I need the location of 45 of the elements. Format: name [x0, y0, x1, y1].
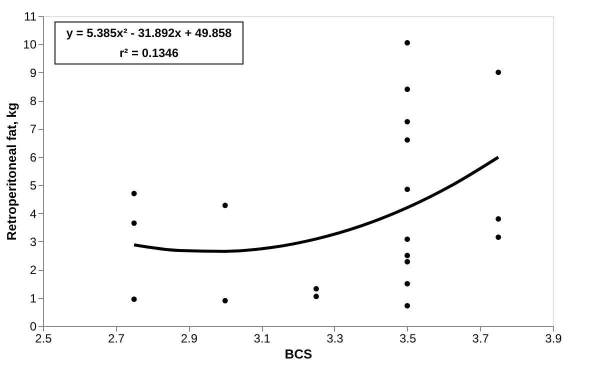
annotation: r² = 0.1346: [119, 46, 179, 60]
x-tick-label: 3.1: [254, 332, 271, 346]
x-tick-label: 3.3: [326, 332, 344, 346]
y-tick-label: 2: [30, 263, 37, 278]
x-tick-label: 2.7: [108, 332, 126, 346]
y-tick-label: 3: [30, 234, 37, 249]
y-tick-label: 9: [30, 66, 37, 80]
y-tick-label: 8: [30, 94, 37, 108]
annotation: y = 5.385x² - 31.892x + 49.858: [66, 26, 232, 40]
point: [222, 298, 228, 304]
point: [404, 86, 410, 92]
y-tick-label: 0: [30, 320, 37, 334]
y-tick-label: 10: [23, 38, 37, 52]
point: [404, 302, 410, 308]
y-axis-title: Retroperitoneal fat, kg: [4, 102, 20, 240]
point: [404, 118, 410, 124]
point: [404, 186, 410, 192]
point: [404, 280, 410, 286]
point: [404, 236, 410, 242]
y-tick-label: 5: [30, 178, 37, 193]
x-axis-title: BCS: [284, 346, 313, 362]
y-tick-label: 7: [30, 122, 37, 136]
point: [404, 259, 410, 264]
point: [496, 70, 502, 76]
point: [496, 216, 502, 222]
point: [131, 220, 137, 226]
x-tick-label: 3.9: [545, 332, 562, 346]
y-tick-label: 1: [30, 291, 37, 306]
point: [131, 190, 137, 196]
point: [496, 234, 502, 240]
point: [404, 252, 410, 258]
x-tick-label: 3.5: [399, 332, 416, 346]
point: [313, 286, 319, 292]
y-tick-label: 4: [30, 206, 37, 221]
point: [222, 202, 228, 208]
x-tick-label: 2.5: [35, 332, 52, 346]
y-tick-label: 11: [24, 10, 37, 24]
point: [404, 137, 410, 143]
point: [313, 294, 319, 300]
x-tick-label: 2.9: [180, 332, 198, 346]
point: [404, 40, 410, 46]
line-series: [132, 156, 500, 253]
point: [131, 296, 137, 302]
x-tick-label: 3.7: [472, 332, 490, 346]
y-tick-label: 6: [30, 150, 37, 164]
